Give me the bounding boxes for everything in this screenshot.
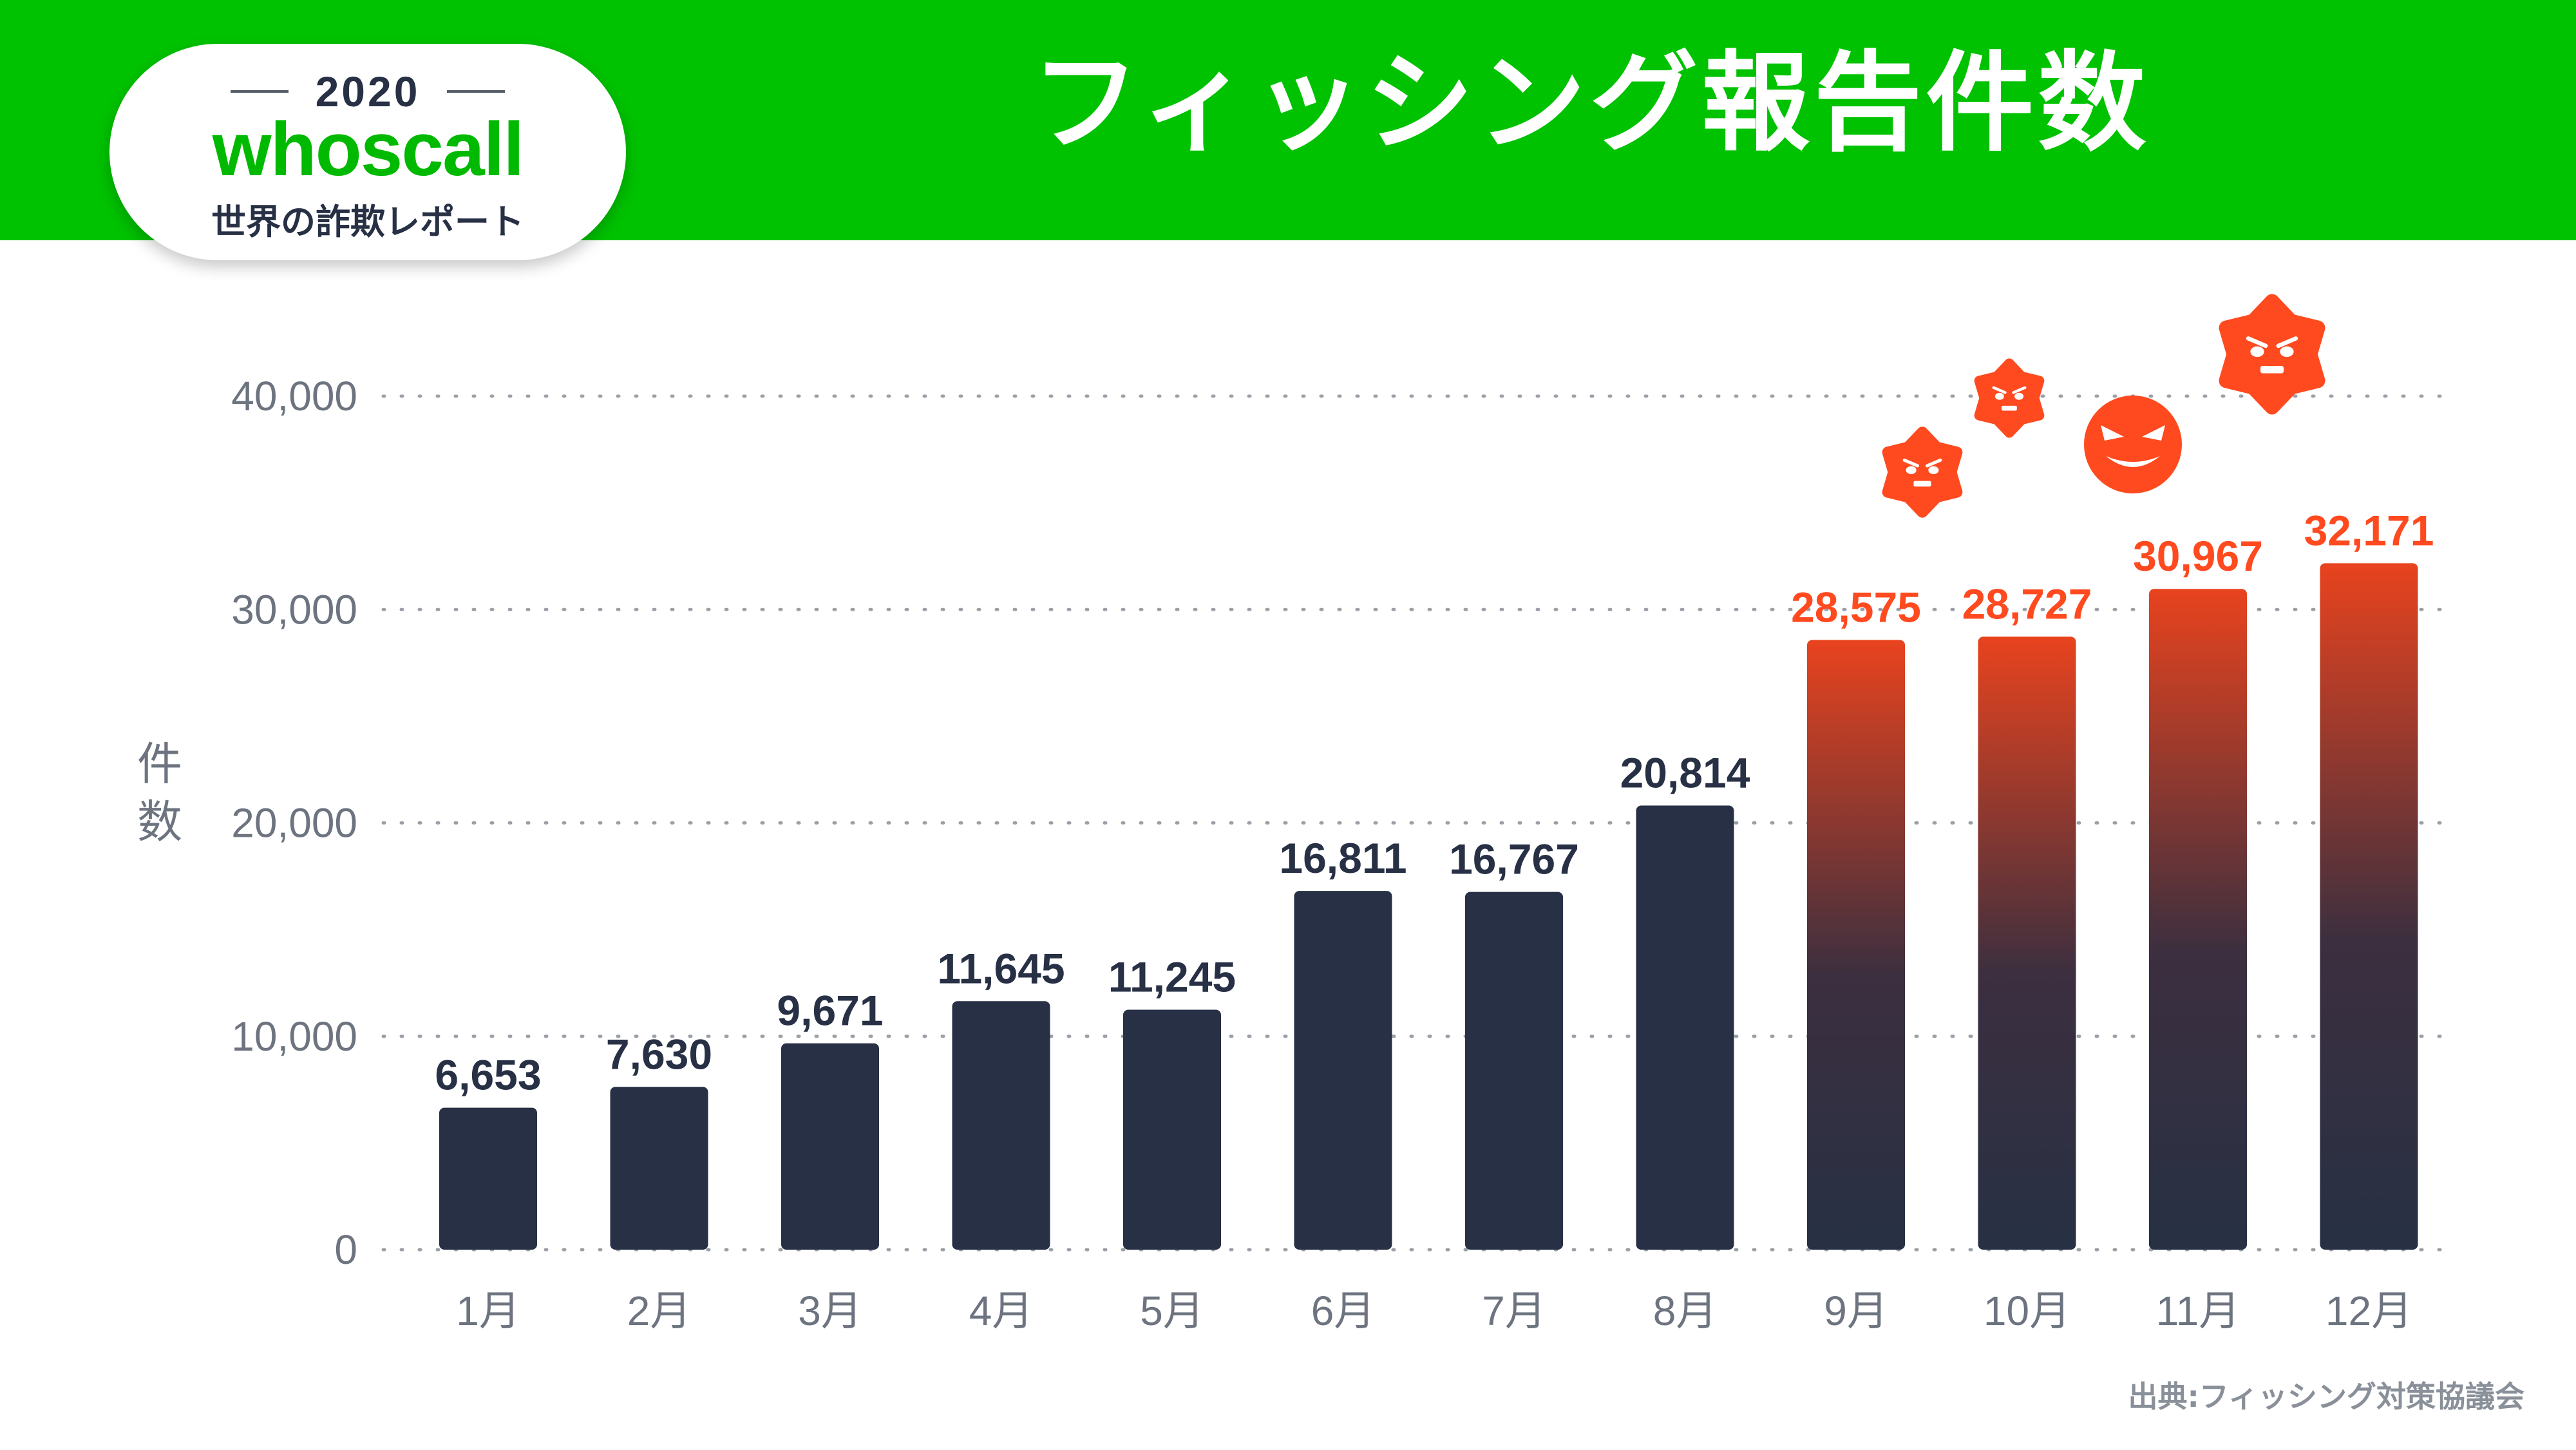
bar-value-label: 16,811: [1279, 834, 1406, 882]
bar: [1807, 640, 1905, 1250]
x-tick-label: 1月: [456, 1288, 520, 1334]
bar: [1978, 636, 2076, 1250]
bar: [2149, 589, 2247, 1250]
bar-value-label: 9,671: [777, 987, 883, 1035]
x-tick-label: 6月: [1311, 1288, 1376, 1334]
bar-value-label: 11,245: [1108, 953, 1236, 1001]
x-tick-label: 8月: [1653, 1288, 1718, 1334]
y-tick-label: 10,000: [231, 1013, 357, 1060]
bar: [610, 1087, 708, 1250]
x-tick-label: 5月: [1140, 1288, 1204, 1334]
page-title: フィッシング報告件数: [1031, 40, 2150, 166]
x-tick-label: 10月: [1984, 1288, 2070, 1334]
bar-value-label: 28,575: [1791, 583, 1921, 631]
report-badge: 2020 whoscall 世界の詐欺レポート: [109, 44, 626, 260]
bar-value-label: 20,814: [1620, 749, 1750, 797]
x-tick-label: 9月: [1824, 1288, 1888, 1334]
bar-value-label: 30,967: [2133, 532, 2263, 580]
virus-icon: [2219, 294, 2325, 415]
badge-subtitle: 世界の詐欺レポート: [211, 202, 524, 242]
y-axis-label: 件: [137, 738, 182, 790]
bar-value-label: 6,653: [435, 1051, 541, 1099]
x-tick-label: 3月: [798, 1288, 862, 1334]
x-tick-label: 11月: [2156, 1288, 2240, 1334]
x-tick-label: 4月: [969, 1288, 1034, 1334]
x-tick-label: 12月: [2325, 1288, 2412, 1334]
bar-value-label: 16,767: [1449, 835, 1579, 883]
virus-icon: [1974, 358, 2045, 438]
y-tick-label: 0: [334, 1226, 357, 1273]
badge-rule-right: [447, 90, 506, 93]
badge-year: 2020: [315, 68, 421, 115]
bar-value-label: 28,727: [1962, 580, 2092, 627]
angry-face-icon: [2084, 396, 2182, 493]
bar: [1294, 891, 1392, 1250]
bar: [1123, 1009, 1221, 1250]
bar: [1465, 892, 1563, 1250]
source-note: 出典:フィッシング対策協議会: [2128, 1379, 2524, 1414]
badge-year-row: 2020: [109, 66, 626, 117]
bar-value-label: 32,171: [2304, 506, 2434, 554]
brand-logo-text: whoscall: [212, 107, 524, 192]
bar: [781, 1043, 879, 1250]
virus-icon: [1882, 426, 1963, 518]
bar: [952, 1001, 1050, 1250]
y-tick-label: 40,000: [231, 373, 357, 419]
bar: [2320, 563, 2418, 1250]
y-axis-label: 数: [137, 796, 182, 848]
bar-value-label: 11,645: [937, 944, 1065, 992]
bar-value-label: 7,630: [606, 1030, 712, 1078]
y-tick-label: 30,000: [231, 586, 357, 633]
y-tick-label: 20,000: [231, 800, 357, 846]
bar: [1636, 805, 1734, 1250]
badge-rule-left: [230, 90, 289, 93]
bar: [439, 1107, 537, 1250]
x-tick-label: 7月: [1482, 1288, 1546, 1334]
x-tick-label: 2月: [627, 1288, 692, 1334]
